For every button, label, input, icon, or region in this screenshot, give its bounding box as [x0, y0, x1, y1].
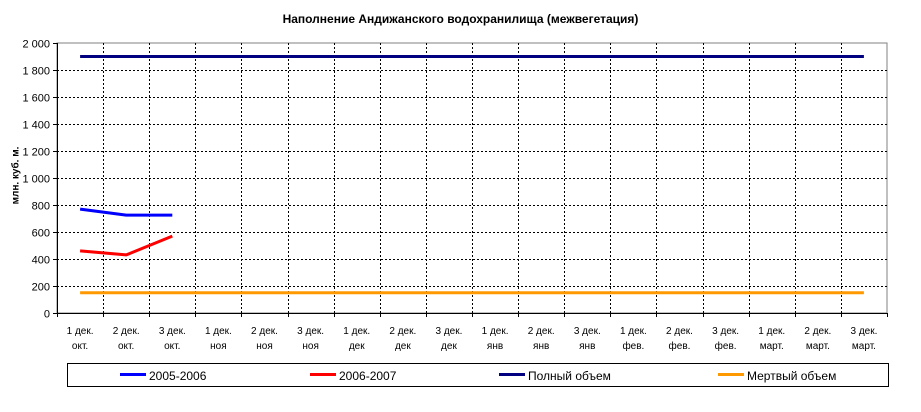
x-tick-label: 2 дек.	[389, 326, 416, 337]
x-tick-label: ноя	[256, 341, 273, 352]
x-tick-label: фев.	[622, 340, 644, 352]
x-tick-label: 3 дек.	[574, 326, 601, 337]
x-tick-labels: 1 дек. окт. 2 дек. окт. 3 дек. окт. 1 дек. ноя 2…	[67, 326, 878, 352]
legend-swatch	[499, 373, 525, 377]
x-tick-label: дек	[349, 341, 365, 352]
x-tick-label: ноя	[210, 341, 227, 352]
legend-label: Полный объем	[528, 369, 611, 383]
x-tick-label: окт.	[118, 341, 134, 352]
x-tick-label: 2 дек.	[528, 326, 555, 337]
y-tick-label: 2 000	[22, 39, 50, 51]
y-tick-labels: 0 200 400 600 800 1 000 1 200 1 400 1 600 1 800 2 …	[22, 39, 50, 321]
x-tick-label: дек	[441, 341, 457, 352]
x-tick-label: ноя	[302, 341, 319, 352]
x-tick-label: 1 дек.	[482, 326, 509, 337]
chart-title: Наполнение Андижанского водохранилища (м…	[282, 12, 639, 26]
x-tick-label: 3 дек.	[297, 326, 324, 337]
x-tick-label: окт.	[164, 341, 180, 352]
y-tick-label: 1 600	[22, 93, 50, 105]
x-tick-label: янв	[533, 341, 549, 352]
legend-label: 2006-2007	[339, 369, 397, 383]
x-tick-label: 3 дек.	[159, 326, 186, 337]
x-tick-label: дек	[395, 341, 411, 352]
x-tick-label: окт.	[72, 341, 88, 352]
x-tick-label: 1 дек.	[343, 326, 370, 337]
series-line	[79, 207, 173, 217]
y-tick-label: 800	[32, 201, 50, 213]
x-tick-label: 1 дек.	[67, 326, 94, 337]
x-tick-label: 1 дек.	[205, 326, 232, 337]
x-tick-label: янв	[487, 341, 503, 352]
legend-swatch	[120, 373, 146, 377]
x-tick-label: март.	[760, 341, 784, 352]
line-chart: 0 200 400 600 800 1 000 1 200 1 400 1 600 1 800 2 …	[22, 39, 888, 352]
x-tick-label: 3 дек.	[435, 326, 462, 337]
legend-item-2006-2007: 2006-2007	[310, 369, 396, 383]
x-tick-label: янв	[579, 341, 595, 352]
x-tick-label: 2 дек.	[804, 326, 831, 337]
y-tick-label: 200	[32, 282, 50, 294]
y-tick-label: 600	[32, 228, 50, 240]
x-tick-label: 2 дек.	[666, 326, 693, 337]
legend: 2005-2006 2006-2007 Полный объем Мертвый…	[67, 363, 889, 387]
y-tick-label: 1 400	[22, 120, 50, 132]
y-tick-label: 1 000	[22, 174, 50, 186]
y-tick-label: 0	[44, 309, 50, 321]
y-tick-label: 1 200	[22, 147, 50, 159]
x-tick-label: фев.	[715, 340, 737, 352]
x-tick-label: 2 дек.	[251, 326, 278, 337]
plot-layer	[79, 55, 864, 295]
y-tick-label: 400	[32, 255, 50, 267]
x-tick-label: 3 дек.	[850, 326, 877, 337]
x-tick-label: 1 дек.	[620, 326, 647, 337]
x-tick-label: фев.	[669, 340, 691, 352]
legend-label: 2005-2006	[149, 369, 207, 383]
legend-label: Мертвый объем	[747, 369, 837, 383]
legend-swatch	[718, 373, 744, 377]
x-tick-label: март.	[806, 341, 830, 352]
y-tick-label: 1 800	[22, 66, 50, 78]
legend-swatch	[310, 373, 336, 377]
x-tick-label: 1 дек.	[758, 326, 785, 337]
x-tick-label: 3 дек.	[712, 326, 739, 337]
legend-item-2005-2006: 2005-2006	[120, 369, 206, 383]
series-line	[79, 234, 173, 257]
x-tick-label: март.	[852, 341, 876, 352]
legend-item-full-volume: Полный объем	[499, 369, 611, 383]
x-tick-label: 2 дек.	[113, 326, 140, 337]
grid-layer	[53, 42, 888, 317]
legend-item-dead-volume: Мертвый объем	[718, 369, 836, 383]
